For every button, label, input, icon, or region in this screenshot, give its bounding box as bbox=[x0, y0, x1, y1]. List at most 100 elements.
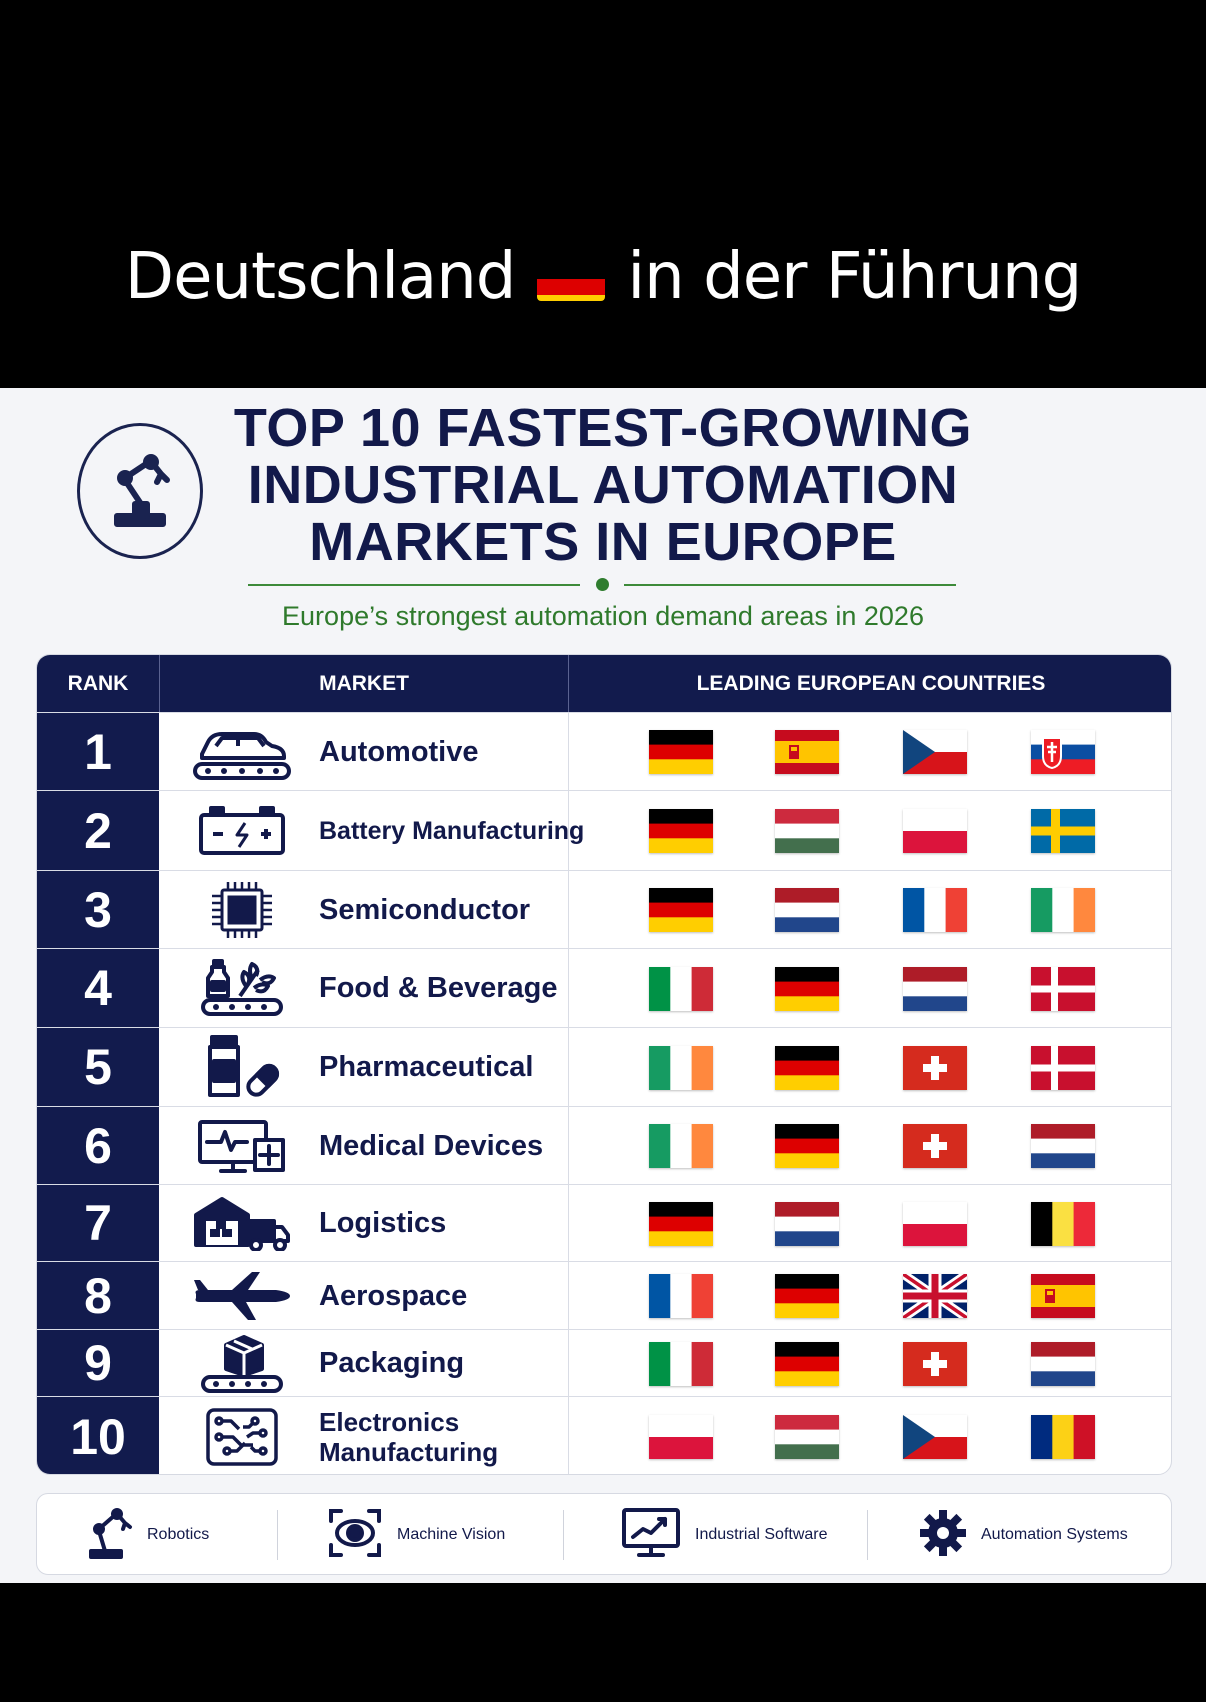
flag-nl-icon bbox=[1031, 1342, 1095, 1386]
package-conveyor-icon bbox=[187, 1330, 297, 1396]
flag-de-icon bbox=[649, 809, 713, 853]
market-label: Aerospace bbox=[319, 1279, 468, 1312]
flag-fr-icon bbox=[903, 888, 967, 932]
flag-de-icon bbox=[649, 730, 713, 774]
flag-de-icon bbox=[775, 1274, 839, 1318]
header-market: MARKET bbox=[159, 655, 568, 712]
market-name: Medical Devices bbox=[319, 1107, 589, 1184]
market-name: Packaging bbox=[319, 1330, 589, 1396]
rank-number: 8 bbox=[37, 1262, 159, 1329]
flag-sk-icon bbox=[1031, 730, 1095, 774]
flag-se-icon bbox=[1031, 809, 1095, 853]
warehouse-truck-icon bbox=[187, 1185, 297, 1261]
market-name: Automotive bbox=[319, 713, 589, 790]
flag-nl-icon bbox=[903, 967, 967, 1011]
market-table: RANK MARKET LEADING EUROPEAN COUNTRIES 1… bbox=[36, 654, 1172, 1475]
flag-be-icon bbox=[1031, 1202, 1095, 1246]
flag-dk-icon bbox=[1031, 1046, 1095, 1090]
header-rank: RANK bbox=[67, 671, 129, 695]
airplane-icon bbox=[187, 1262, 297, 1329]
rank-number: 6 bbox=[37, 1107, 159, 1184]
robot-arm-icon bbox=[85, 1505, 133, 1566]
market-name: Pharmaceutical bbox=[319, 1028, 589, 1106]
flag-ch-icon bbox=[903, 1342, 967, 1386]
table-row: 10 Electronics Manufacturing bbox=[37, 1396, 1171, 1474]
flag-nl-icon bbox=[775, 888, 839, 932]
flag-ie-icon bbox=[649, 1124, 713, 1168]
table-row: 9 Packaging bbox=[37, 1329, 1171, 1396]
title-divider bbox=[248, 578, 956, 591]
market-name: Electronics Manufacturing bbox=[319, 1397, 589, 1474]
table-row: 5 Pharmaceutical bbox=[37, 1027, 1171, 1106]
subtitle: Europe’s strongest automation demand are… bbox=[282, 601, 924, 631]
medicine-icon bbox=[187, 1028, 297, 1106]
market-name: Food & Beverage bbox=[319, 949, 589, 1027]
market-name: Aerospace bbox=[319, 1262, 589, 1329]
market-name: Logistics bbox=[319, 1185, 589, 1261]
caption-text-end: in der Führung bbox=[627, 240, 1082, 314]
flag-de-icon bbox=[775, 1046, 839, 1090]
footer-item-automation-systems: Automation Systems bbox=[919, 1494, 1128, 1576]
rank-number: 3 bbox=[37, 871, 159, 948]
table-row: 8 Aerospace bbox=[37, 1261, 1171, 1329]
market-label: Automotive bbox=[319, 735, 479, 768]
title-line-2: INDUSTRIAL AUTOMATION bbox=[247, 455, 959, 515]
flag-es-icon bbox=[1031, 1274, 1095, 1318]
food-conveyor-icon bbox=[187, 949, 297, 1027]
market-label: Semiconductor bbox=[319, 893, 531, 926]
header-countries: LEADING EUROPEAN COUNTRIES bbox=[568, 655, 1171, 712]
flag-de-icon bbox=[649, 1202, 713, 1246]
video-caption-bar bbox=[0, 0, 1206, 388]
flag-fr-icon bbox=[649, 1274, 713, 1318]
caption-text-start: Deutschland bbox=[124, 240, 517, 314]
rank-number: 7 bbox=[37, 1185, 159, 1261]
footer-item-industrial-software: Industrial Software bbox=[621, 1494, 828, 1576]
flag-cz-icon bbox=[903, 730, 967, 774]
table-header: RANK MARKET LEADING EUROPEAN COUNTRIES bbox=[37, 655, 1171, 712]
flag-hu-icon bbox=[775, 1415, 839, 1459]
robotic-arm-icon bbox=[77, 423, 203, 559]
flag-it-icon bbox=[649, 1342, 713, 1386]
table-row: 3 Semiconductor bbox=[37, 870, 1171, 948]
monitor-chart-icon bbox=[621, 1507, 681, 1564]
flag-cz-icon bbox=[903, 1415, 967, 1459]
market-label: Manufacturing bbox=[319, 1436, 499, 1467]
footer-label: Robotics bbox=[147, 1526, 210, 1543]
footer-legend: Robotics Machine Vision Industrial Softw… bbox=[36, 1493, 1172, 1575]
table-row: 1 Automotive bbox=[37, 712, 1171, 790]
flag-pl-icon bbox=[903, 809, 967, 853]
flag-de-icon bbox=[775, 967, 839, 1011]
flag-ch-icon bbox=[903, 1046, 967, 1090]
footer-label: Industrial Software bbox=[695, 1526, 828, 1543]
footer-label: Machine Vision bbox=[397, 1526, 506, 1543]
flag-es-icon bbox=[775, 730, 839, 774]
table-row: 2 Battery Manufacturing bbox=[37, 790, 1171, 870]
camera-vision-icon bbox=[327, 1507, 383, 1564]
circuit-board-icon bbox=[187, 1397, 297, 1474]
flag-de-icon bbox=[775, 1124, 839, 1168]
flag-pl-icon bbox=[649, 1415, 713, 1459]
battery-icon bbox=[187, 791, 297, 870]
flag-de-icon bbox=[649, 888, 713, 932]
market-label: Packaging bbox=[319, 1347, 465, 1379]
flag-ie-icon bbox=[649, 1046, 713, 1090]
rank-number: 5 bbox=[37, 1028, 159, 1106]
flag-hu-icon bbox=[775, 809, 839, 853]
flag-nl-icon bbox=[775, 1202, 839, 1246]
title-line-1: TOP 10 FASTEST-GROWING bbox=[233, 398, 973, 458]
medical-monitor-icon bbox=[187, 1107, 297, 1184]
germany-flag-icon bbox=[537, 253, 606, 301]
flag-ie-icon bbox=[1031, 888, 1095, 932]
table-row: 7 Logistics bbox=[37, 1184, 1171, 1261]
page-title: TOP 10 FASTEST-GROWING INDUSTRIAL AUTOMA… bbox=[200, 400, 1006, 571]
rank-number: 2 bbox=[37, 791, 159, 870]
rank-number: 10 bbox=[37, 1397, 159, 1474]
car-conveyor-icon bbox=[187, 713, 297, 790]
market-label: Medical Devices bbox=[319, 1129, 544, 1162]
rank-number: 1 bbox=[37, 713, 159, 790]
table-row: 6 Medical Devices bbox=[37, 1106, 1171, 1184]
rank-number: 4 bbox=[37, 949, 159, 1027]
footer-item-machine-vision: Machine Vision bbox=[327, 1494, 505, 1576]
chip-icon bbox=[187, 871, 297, 948]
flag-dk-icon bbox=[1031, 967, 1095, 1011]
